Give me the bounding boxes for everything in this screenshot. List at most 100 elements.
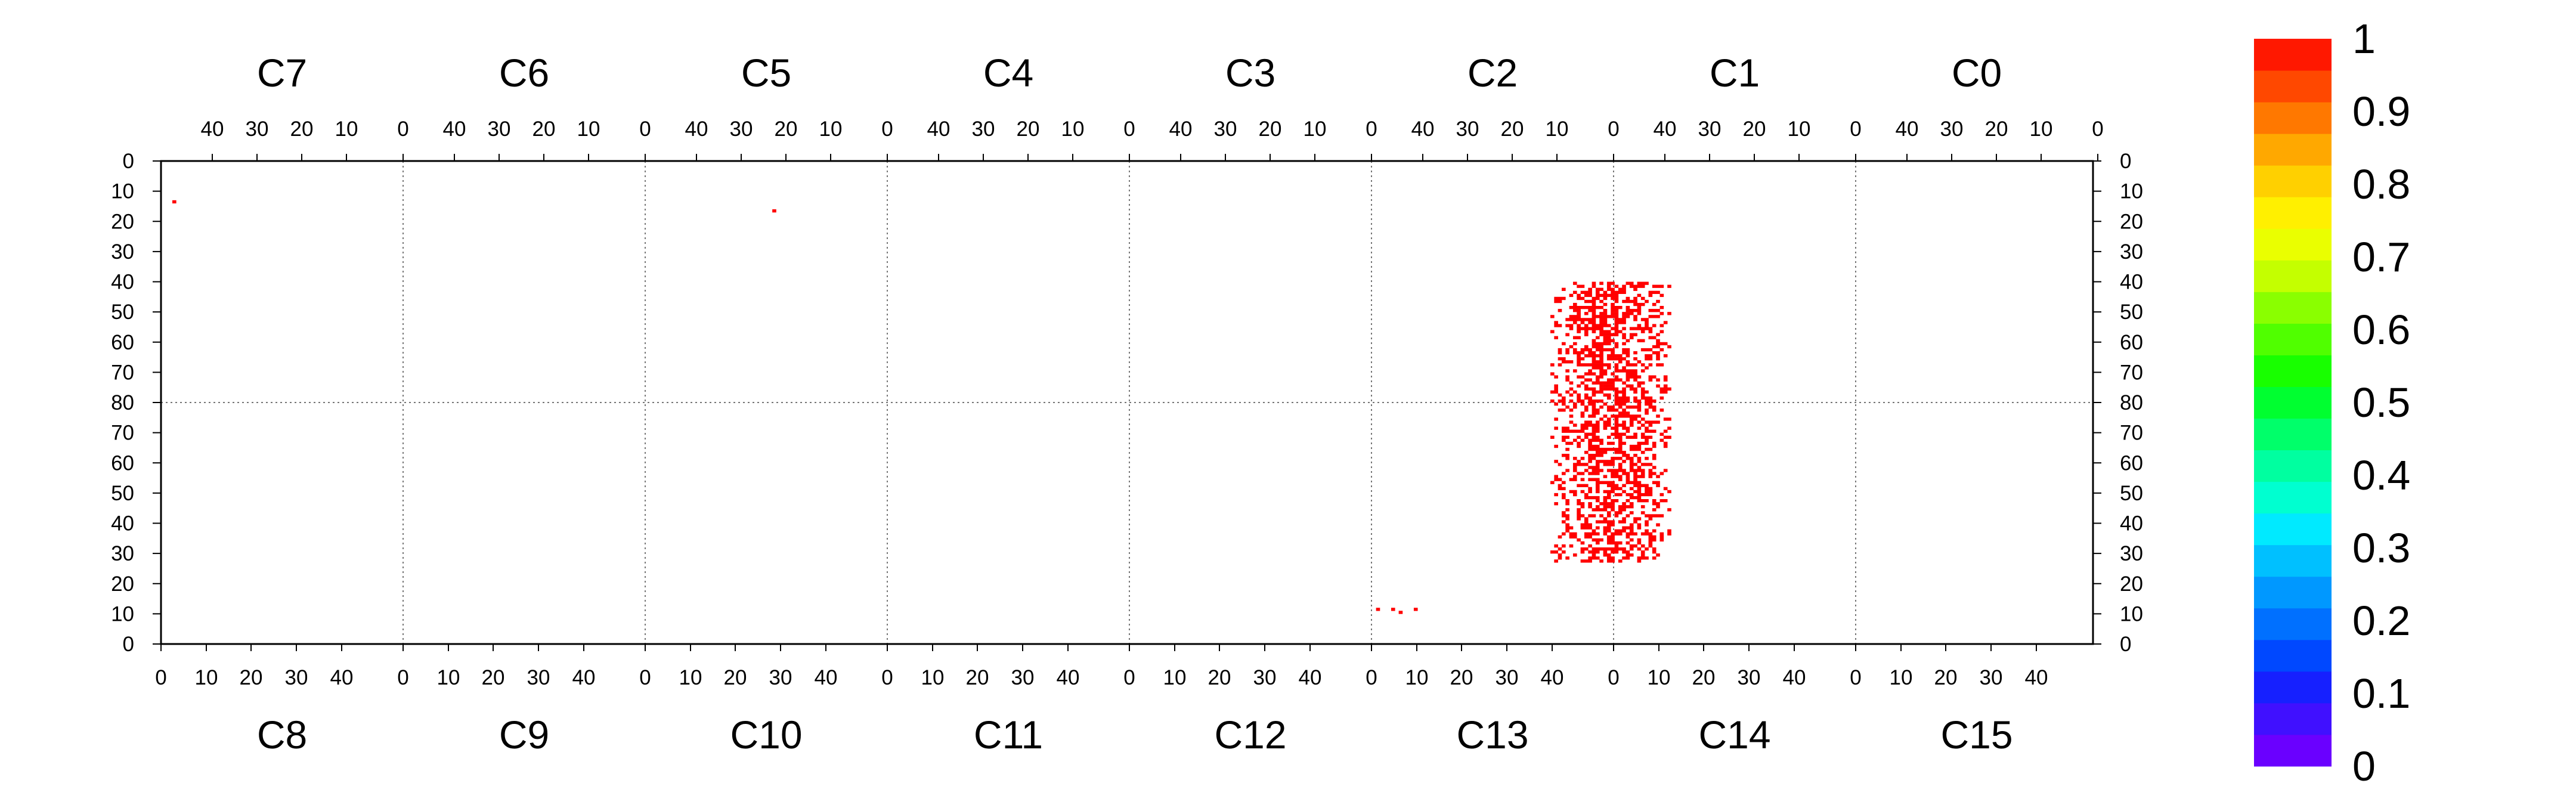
hit-pixel (1577, 306, 1581, 309)
hit-pixel (1603, 309, 1608, 312)
hit-pixel (1626, 541, 1630, 545)
hit-pixel (1611, 499, 1615, 503)
hit-pixel (1626, 535, 1630, 539)
hit-pixel (1603, 447, 1608, 451)
hit-pixel (1637, 457, 1642, 460)
top-x-tick-label: 20 (1985, 117, 2008, 141)
hit-pixel (1577, 363, 1581, 367)
hit-pixel (1580, 514, 1585, 518)
hit-pixel (1606, 381, 1611, 385)
hit-pixel (1599, 357, 1603, 361)
hit-pixel (1637, 441, 1642, 445)
hit-pixel (1592, 423, 1596, 427)
hit-pixel (1599, 287, 1603, 291)
hit-pixel (1558, 535, 1562, 539)
hit-pixel (1656, 315, 1660, 318)
hit-pixel (1554, 460, 1558, 463)
colorbar-segment (2254, 70, 2332, 103)
hit-pixel (1622, 290, 1626, 295)
hit-pixel (1595, 378, 1600, 382)
top-x-tick-label: 10 (1304, 117, 1327, 141)
hit-pixel (1603, 312, 1608, 315)
hit-pixel (1659, 330, 1664, 333)
top-chip-labels: C7 C6 C5 C4 C3 C2 C1 C0 (257, 51, 2002, 95)
hit-pixel (1592, 429, 1596, 433)
hit-pixel (1584, 408, 1589, 412)
hit-pixel (1656, 502, 1660, 506)
hit-pixel (1637, 496, 1642, 500)
hit-pixel (1633, 327, 1637, 330)
hit-pixel (1584, 318, 1589, 321)
hit-pixel (1580, 327, 1585, 330)
hit-pixel (1626, 481, 1630, 484)
hit-pixel (1652, 481, 1657, 484)
hit-pixel (1584, 517, 1589, 521)
hit-pixel (1595, 496, 1600, 500)
hit-pixel (1584, 426, 1589, 430)
top-x-tick-label: 10 (1546, 117, 1569, 141)
hit-pixel (1558, 299, 1562, 304)
hit-pixel (1580, 318, 1585, 321)
hit-pixel (1633, 363, 1637, 367)
hit-pixel (1595, 487, 1600, 491)
hit-pixel (1637, 447, 1642, 451)
hit-pixel (1603, 517, 1608, 521)
hit-pixel (1565, 441, 1569, 445)
colorbar-tick-label: 0.6 (2352, 306, 2410, 353)
plot-frame (160, 160, 2094, 645)
hit-pixel (1640, 432, 1645, 436)
hit-pixel (1577, 499, 1581, 503)
hit-pixel (1626, 472, 1630, 475)
hit-pixel (1603, 372, 1608, 376)
hit-pixel (1584, 535, 1589, 539)
hit-pixel (1592, 550, 1596, 554)
hit-pixel (1656, 354, 1660, 358)
hit-pixel (1580, 284, 1585, 288)
hit-pixel (1561, 496, 1566, 500)
hit-pixel (1618, 287, 1623, 291)
hit-pixel (1603, 499, 1608, 503)
hit-pixel (1606, 526, 1611, 530)
hit-pixel (1637, 384, 1642, 388)
hit-pixel (1652, 502, 1657, 506)
hit-pixel (1572, 490, 1577, 494)
hit-pixel (1645, 396, 1649, 400)
hit-pixel (1595, 287, 1600, 291)
hit-pixel (1584, 496, 1589, 500)
hit-pixel (1565, 499, 1569, 503)
hit-pixel (1614, 293, 1619, 298)
hit-pixel (1561, 550, 1566, 554)
hit-pixel (1606, 336, 1611, 339)
hit-pixel (1618, 463, 1623, 466)
hit-pixel (1580, 357, 1585, 361)
hit-pixel (1645, 327, 1649, 330)
hit-pixel (1580, 375, 1585, 379)
top-chip-label: C6 (499, 51, 549, 95)
hit-pixel (1603, 423, 1608, 427)
hit-pixel (1656, 378, 1660, 382)
hit-pixel (1648, 463, 1653, 466)
top-x-tick-label: 10 (819, 117, 843, 141)
hit-pixel (1577, 393, 1581, 397)
hit-pixel (1558, 357, 1562, 361)
hit-pixel (1656, 342, 1660, 346)
hit-pixel (1633, 387, 1637, 391)
hit-pixel (1577, 327, 1581, 330)
hit-pixel (1603, 342, 1608, 346)
top-x-tick-label: 30 (488, 117, 511, 141)
hit-pixel (1656, 357, 1660, 361)
hit-pixel (1584, 435, 1589, 439)
hit-pixel (1648, 541, 1653, 545)
hit-pixel (1561, 429, 1566, 433)
hit-pixel (1652, 429, 1657, 433)
hit-pixel (1595, 463, 1600, 466)
hit-pixel (1629, 333, 1634, 336)
hit-pixel (1640, 556, 1645, 560)
hit-pixel (1558, 556, 1562, 560)
hit-pixel (1648, 293, 1653, 298)
hit-pixel (1614, 369, 1619, 373)
hit-pixel (1652, 514, 1657, 518)
hit-pixel (1592, 390, 1596, 394)
hit-pixel (1592, 514, 1596, 518)
y-tick-label-right: 40 (2120, 512, 2143, 535)
